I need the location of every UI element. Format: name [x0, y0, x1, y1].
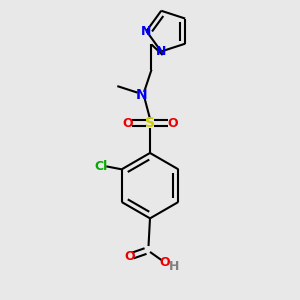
Text: Cl: Cl: [94, 160, 107, 173]
Text: O: O: [167, 117, 178, 130]
Text: N: N: [135, 88, 147, 102]
Text: N: N: [156, 45, 166, 58]
Text: N: N: [141, 25, 152, 38]
Text: O: O: [122, 117, 133, 130]
Text: O: O: [124, 250, 134, 263]
Text: S: S: [145, 116, 155, 130]
Text: H: H: [169, 260, 180, 273]
Text: O: O: [160, 256, 170, 269]
